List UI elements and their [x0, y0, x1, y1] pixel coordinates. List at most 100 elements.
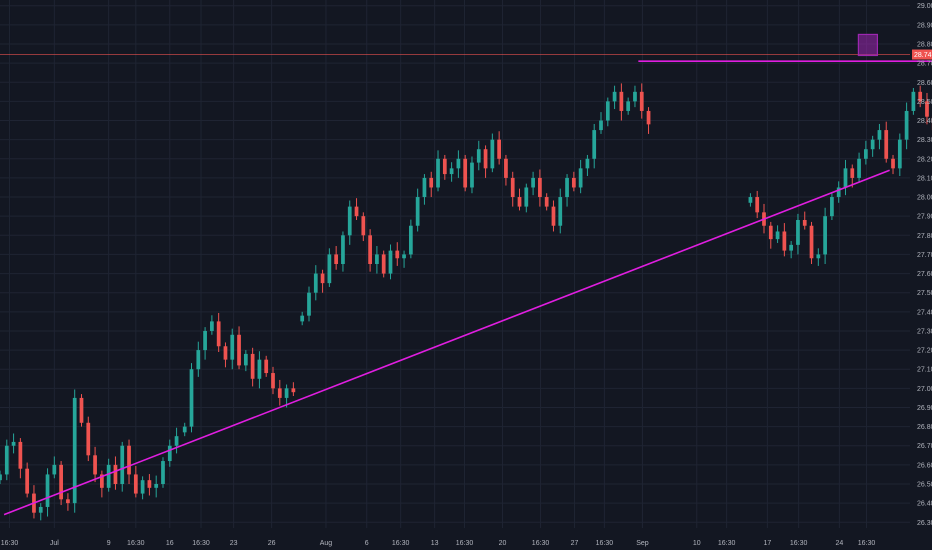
price-tick-label: 26.50 [917, 482, 932, 489]
candle-body [490, 139, 495, 169]
drawings[interactable] [0, 33, 932, 516]
price-tick-label: 26.30 [917, 520, 932, 527]
candle-body [748, 197, 753, 203]
price-tick-label: 27.50 [917, 290, 932, 297]
time-tick-label: 16:30 [596, 540, 614, 547]
time-tick-label: 16:30 [532, 540, 550, 547]
candle-body [633, 91, 637, 102]
candle-body [133, 474, 138, 494]
price-tick-label: 26.90 [917, 405, 932, 412]
candle-body [257, 359, 262, 379]
price-tick-label: 27.20 [917, 348, 932, 355]
candle-body [476, 149, 481, 163]
candle-body [857, 158, 861, 178]
grid [0, 0, 910, 528]
time-axis[interactable]: 16:30 Jul 9 16:30 16 16:30 23 26 Aug 6 16:30 13 16:3… [1, 540, 876, 547]
candle-body [4, 445, 9, 475]
candle-body [18, 441, 23, 469]
candle-body [237, 334, 241, 366]
candle-body [504, 158, 508, 178]
time-tick-label: 23 [230, 540, 238, 547]
time-tick-label: 17 [763, 540, 771, 547]
candle-body [531, 177, 535, 188]
candle-body [375, 254, 379, 264]
candle-body [189, 369, 194, 427]
candles [0, 83, 932, 521]
candle-body [470, 162, 474, 188]
current-price-badge [912, 49, 932, 60]
candle-body [442, 158, 447, 175]
time-tick-label: 16:30 [718, 540, 736, 547]
candle-body [911, 91, 916, 111]
candle-body [517, 197, 522, 207]
time-tick-label: 16:30 [1, 540, 19, 547]
price-tick-label: 28.10 [917, 175, 932, 182]
candle-body [66, 499, 70, 504]
candle-body [918, 91, 923, 102]
candle-body [456, 158, 461, 169]
candle-body [904, 110, 909, 140]
candle-body [510, 177, 515, 198]
candle-body [161, 461, 165, 484]
price-tick-label: 28.30 [917, 137, 932, 144]
candle-body [605, 101, 610, 121]
candle-body [72, 397, 77, 504]
candle-body [565, 177, 569, 198]
candle-body [167, 445, 172, 462]
candle-body [463, 158, 468, 188]
candle-body [863, 149, 868, 159]
candle-body [836, 187, 841, 198]
time-tick-label: 13 [431, 540, 439, 547]
candle-body [45, 474, 50, 507]
price-tick-label: 28.60 [917, 80, 932, 87]
time-tick-label: Jul [50, 540, 59, 547]
candle-body [558, 197, 563, 226]
candle-body [551, 206, 556, 226]
time-tick-label: 16:30 [192, 540, 210, 547]
candle-body [415, 197, 420, 226]
price-tick-label: 28.40 [917, 118, 932, 125]
candle-body [429, 177, 434, 188]
candle-body [223, 346, 228, 360]
candle-body [544, 197, 549, 207]
candle-body [823, 216, 827, 255]
candle-body [436, 158, 440, 188]
price-tick-label: 29.00 [917, 3, 932, 10]
time-tick-label: Sep [636, 540, 649, 547]
time-tick-label: 16 [166, 540, 174, 547]
candle-body [796, 220, 800, 245]
price-tick-label: 26.60 [917, 462, 932, 469]
candle-body [341, 235, 345, 264]
candle-body [147, 480, 152, 488]
candle-body [291, 388, 296, 393]
candle-body [120, 445, 125, 484]
candle-body [388, 250, 393, 274]
candle-body [870, 139, 875, 150]
candle-body [809, 225, 814, 259]
price-tick-label: 28.50 [917, 99, 932, 106]
candle-body [599, 120, 603, 131]
candle-body [789, 244, 794, 251]
candle-body [327, 254, 332, 284]
candle-body [52, 464, 57, 475]
price-tick-label: 26.70 [917, 443, 932, 450]
candle-body [284, 388, 289, 398]
candle-body [140, 480, 145, 494]
price-axis[interactable]: 26.30 26.40 26.50 26.60 26.70 26.80 26.90 27.00… [912, 3, 932, 527]
candle-body [300, 315, 305, 322]
candle-body [210, 321, 214, 331]
candle-body [347, 206, 352, 236]
candle-body [99, 474, 104, 488]
candle-body [402, 254, 406, 259]
candle-body [381, 254, 386, 274]
candle-body [571, 177, 576, 188]
candle-body [11, 441, 16, 446]
candle-body [877, 130, 882, 140]
highlight-box [857, 33, 879, 57]
price-tick-label: 27.80 [917, 233, 932, 240]
candle-body [264, 359, 269, 374]
candle-body [113, 464, 118, 484]
candle-body [25, 468, 30, 494]
